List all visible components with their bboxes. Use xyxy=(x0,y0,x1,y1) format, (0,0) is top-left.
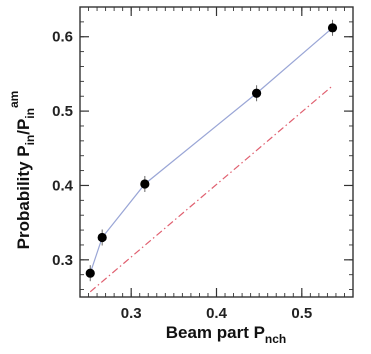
series-line-1 xyxy=(89,85,333,293)
data-point xyxy=(251,88,262,98)
data-point xyxy=(85,268,95,278)
y-tick-label: 0.6 xyxy=(52,29,73,46)
y-axis-title-mid: /P xyxy=(14,119,33,135)
x-axis-title: Beam part Pnch xyxy=(166,323,287,346)
x-tick-label: 0.4 xyxy=(206,305,228,322)
y-axis-title-sub1: in xyxy=(23,135,37,146)
data-point xyxy=(327,23,338,33)
data-point xyxy=(140,179,150,189)
axis-ticks: 0.3 0.4 0.5 0.3 0.4 0.5 0.6 xyxy=(52,7,353,322)
series-line-0 xyxy=(89,27,333,274)
plot-border xyxy=(79,6,354,298)
x-axis-title-main: Beam part P xyxy=(166,323,265,342)
y-tick-label: 0.5 xyxy=(52,103,73,120)
y-axis-title-sub2: in xyxy=(23,108,37,119)
y-axis-title: Probability Pin/Pinam xyxy=(7,91,37,250)
x-axis-title-sub: nch xyxy=(265,332,286,346)
plot-frame xyxy=(79,6,354,298)
x-tick-label: 0.5 xyxy=(291,305,312,322)
y-axis-title-sup: am xyxy=(7,91,21,108)
x-tick-label: 0.3 xyxy=(121,305,142,322)
y-axis-title-main: Probability P xyxy=(14,145,33,249)
y-tick-label: 0.3 xyxy=(52,252,73,269)
data-point xyxy=(97,232,107,243)
series-layer xyxy=(85,19,338,293)
y-tick-label: 0.4 xyxy=(52,177,74,194)
